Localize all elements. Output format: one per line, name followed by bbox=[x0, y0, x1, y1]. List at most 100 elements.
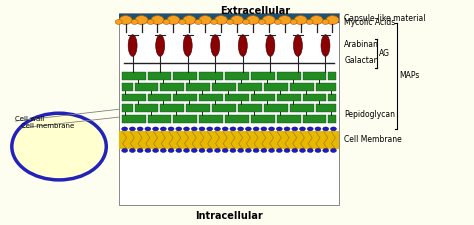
Ellipse shape bbox=[129, 127, 136, 131]
Ellipse shape bbox=[230, 16, 244, 25]
Bar bbox=[122, 94, 146, 101]
Ellipse shape bbox=[183, 16, 196, 25]
Ellipse shape bbox=[160, 148, 166, 153]
Ellipse shape bbox=[207, 127, 213, 131]
Bar bbox=[161, 104, 184, 112]
Bar bbox=[251, 94, 275, 101]
Bar bbox=[264, 104, 288, 112]
Ellipse shape bbox=[151, 16, 164, 25]
Text: Mycolic Acids: Mycolic Acids bbox=[345, 18, 396, 27]
Ellipse shape bbox=[195, 20, 202, 25]
Text: Cell membrane: Cell membrane bbox=[21, 123, 74, 129]
Ellipse shape bbox=[290, 20, 297, 25]
Ellipse shape bbox=[276, 148, 283, 153]
Bar bbox=[173, 94, 197, 101]
Ellipse shape bbox=[128, 35, 137, 56]
Ellipse shape bbox=[183, 35, 192, 56]
Ellipse shape bbox=[307, 148, 313, 153]
Bar bbox=[225, 72, 249, 80]
Ellipse shape bbox=[153, 127, 159, 131]
Ellipse shape bbox=[300, 148, 305, 153]
Text: Galactan: Galactan bbox=[345, 56, 379, 65]
Bar bbox=[328, 72, 337, 80]
Ellipse shape bbox=[274, 20, 281, 25]
Bar bbox=[135, 104, 158, 112]
Text: Pepidoglycan: Pepidoglycan bbox=[345, 110, 395, 119]
Ellipse shape bbox=[145, 148, 151, 153]
Bar bbox=[277, 115, 301, 123]
Ellipse shape bbox=[315, 127, 321, 131]
Ellipse shape bbox=[322, 20, 329, 25]
Ellipse shape bbox=[230, 148, 236, 153]
Ellipse shape bbox=[222, 127, 228, 131]
Bar bbox=[251, 72, 275, 80]
Bar bbox=[290, 104, 313, 112]
Ellipse shape bbox=[135, 16, 148, 25]
Ellipse shape bbox=[306, 20, 313, 25]
Ellipse shape bbox=[199, 16, 212, 25]
Text: AG: AG bbox=[379, 49, 390, 58]
Ellipse shape bbox=[168, 148, 174, 153]
Bar bbox=[122, 104, 133, 112]
Bar bbox=[118, 14, 339, 23]
Bar bbox=[147, 94, 172, 101]
Ellipse shape bbox=[266, 35, 275, 56]
Bar bbox=[147, 115, 172, 123]
Bar bbox=[135, 83, 158, 91]
Bar bbox=[316, 104, 337, 112]
Bar bbox=[264, 83, 288, 91]
Bar bbox=[316, 83, 337, 91]
Bar bbox=[251, 115, 275, 123]
Ellipse shape bbox=[210, 20, 218, 25]
Ellipse shape bbox=[176, 127, 182, 131]
Ellipse shape bbox=[246, 148, 251, 153]
Ellipse shape bbox=[211, 35, 220, 56]
Bar bbox=[212, 83, 236, 91]
Bar bbox=[328, 115, 337, 123]
Bar bbox=[186, 104, 210, 112]
Ellipse shape bbox=[253, 148, 259, 153]
Ellipse shape bbox=[160, 127, 166, 131]
Text: Capsule-like material: Capsule-like material bbox=[345, 14, 426, 22]
Ellipse shape bbox=[237, 148, 244, 153]
Ellipse shape bbox=[176, 148, 182, 153]
Bar bbox=[328, 94, 337, 101]
Ellipse shape bbox=[199, 148, 205, 153]
Ellipse shape bbox=[261, 127, 267, 131]
Text: Cell wall: Cell wall bbox=[15, 116, 45, 122]
Ellipse shape bbox=[238, 35, 247, 56]
Text: Cell Membrane: Cell Membrane bbox=[345, 135, 402, 144]
Bar bbox=[225, 115, 249, 123]
Bar bbox=[147, 72, 172, 80]
Text: Extracellular: Extracellular bbox=[220, 6, 290, 16]
Ellipse shape bbox=[315, 148, 321, 153]
Bar bbox=[277, 72, 301, 80]
Bar bbox=[199, 94, 223, 101]
Ellipse shape bbox=[191, 127, 197, 131]
Ellipse shape bbox=[246, 16, 259, 25]
Ellipse shape bbox=[321, 35, 330, 56]
Ellipse shape bbox=[137, 127, 143, 131]
Ellipse shape bbox=[330, 127, 337, 131]
Ellipse shape bbox=[122, 127, 128, 131]
Ellipse shape bbox=[237, 127, 244, 131]
Bar bbox=[277, 94, 301, 101]
Bar bbox=[225, 94, 249, 101]
Ellipse shape bbox=[292, 127, 298, 131]
Ellipse shape bbox=[246, 127, 251, 131]
Bar bbox=[122, 83, 133, 91]
Ellipse shape bbox=[284, 127, 290, 131]
Ellipse shape bbox=[12, 113, 106, 180]
Bar bbox=[302, 115, 327, 123]
Text: Arabinan: Arabinan bbox=[345, 40, 379, 49]
Ellipse shape bbox=[258, 20, 265, 25]
Ellipse shape bbox=[168, 127, 174, 131]
Ellipse shape bbox=[199, 127, 205, 131]
Ellipse shape bbox=[167, 16, 180, 25]
Bar bbox=[118, 131, 339, 148]
Bar bbox=[238, 104, 262, 112]
Text: Intracellular: Intracellular bbox=[195, 211, 263, 221]
Ellipse shape bbox=[326, 16, 339, 25]
Bar bbox=[161, 83, 184, 91]
Ellipse shape bbox=[155, 35, 164, 56]
